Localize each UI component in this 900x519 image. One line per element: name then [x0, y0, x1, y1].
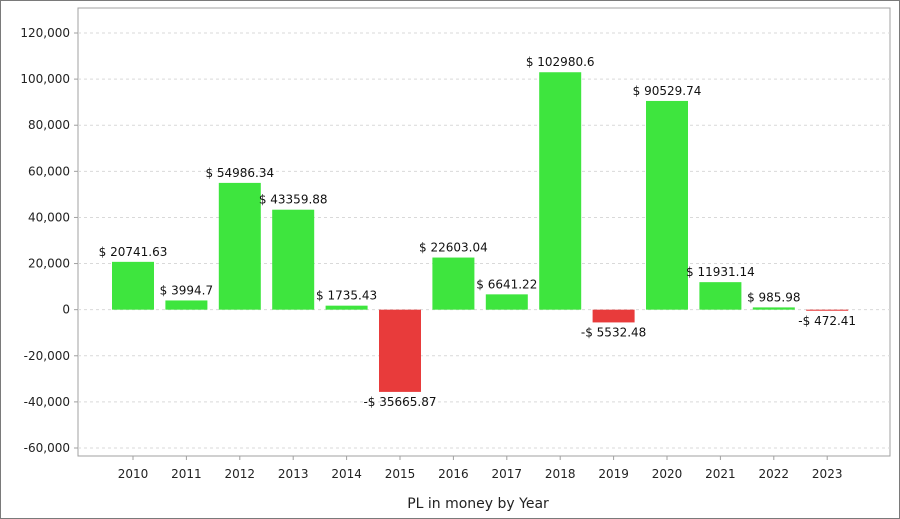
x-tick-label: 2012	[225, 467, 256, 481]
data-label: $ 1735.43	[316, 289, 377, 303]
bar	[218, 182, 261, 310]
y-tick-label: -60,000	[24, 441, 70, 455]
bar	[592, 309, 635, 323]
bar	[646, 100, 688, 310]
data-label: $ 985.98	[747, 290, 800, 304]
x-tick-label: 2022	[759, 467, 790, 481]
bar	[325, 305, 368, 310]
x-axis-title: PL in money by Year	[407, 496, 549, 512]
data-labels: $ 20741.63 $ 3994.7 $ 54986.34 $ 43359.88 $ …	[99, 55, 856, 409]
data-label: $ 11931.14	[686, 265, 755, 279]
y-tick-label: 20,000	[28, 257, 70, 271]
x-tick-label: 2011	[171, 467, 202, 481]
bar	[379, 309, 421, 392]
bar	[432, 257, 475, 310]
x-tick-label: 2017	[492, 467, 523, 481]
y-tick-label: 60,000	[28, 164, 70, 178]
bar	[752, 307, 795, 310]
y-tick-label: 40,000	[28, 210, 70, 224]
x-tick-label: 2015	[385, 467, 416, 481]
x-tick-label: 2023	[812, 467, 843, 481]
x-tick-label: 2016	[438, 467, 469, 481]
x-tick-label: 2010	[118, 467, 149, 481]
data-label: -$ 472.41	[798, 314, 856, 328]
y-tick-label: 120,000	[20, 26, 70, 40]
bar	[806, 309, 849, 311]
y-tick-label: 80,000	[28, 118, 70, 132]
x-tick-label: 2021	[705, 467, 736, 481]
y-tick-label: -20,000	[24, 349, 70, 363]
bar	[165, 300, 208, 310]
x-axis-ticks: 2010 2011 2012 2013 2014 2015 2016 2017 2018 2019…	[118, 456, 843, 481]
data-label: $ 102980.6	[526, 55, 595, 69]
x-tick-label: 2019	[598, 467, 629, 481]
data-label: $ 6641.22	[476, 277, 537, 291]
y-tick-label: -40,000	[24, 395, 70, 409]
x-tick-label: 2018	[545, 467, 576, 481]
bar	[539, 72, 582, 310]
data-label: $ 22603.04	[419, 241, 488, 255]
plot-area	[77, 7, 891, 457]
bars	[112, 72, 849, 392]
data-label: -$ 35665.87	[363, 395, 436, 409]
x-tick-label: 2020	[652, 467, 683, 481]
y-tick-label: 0	[62, 303, 70, 317]
data-label: $ 20741.63	[99, 245, 168, 259]
data-label: $ 90529.74	[633, 84, 702, 98]
data-label: $ 3994.7	[160, 283, 213, 297]
bar	[699, 282, 742, 310]
x-tick-label: 2013	[278, 467, 309, 481]
gridlines	[77, 7, 891, 457]
y-axis-ticks: -60,000 -40,000 -20,000 0 20,000 40,000 60,000…	[20, 26, 78, 455]
bar	[485, 294, 528, 310]
data-label: $ 54986.34	[205, 166, 274, 180]
x-tick-label: 2014	[331, 467, 362, 481]
y-tick-label: 100,000	[20, 72, 70, 86]
data-label: $ 43359.88	[259, 193, 328, 207]
data-label: -$ 5532.48	[581, 325, 646, 339]
bar	[272, 209, 315, 310]
bar	[112, 261, 154, 310]
